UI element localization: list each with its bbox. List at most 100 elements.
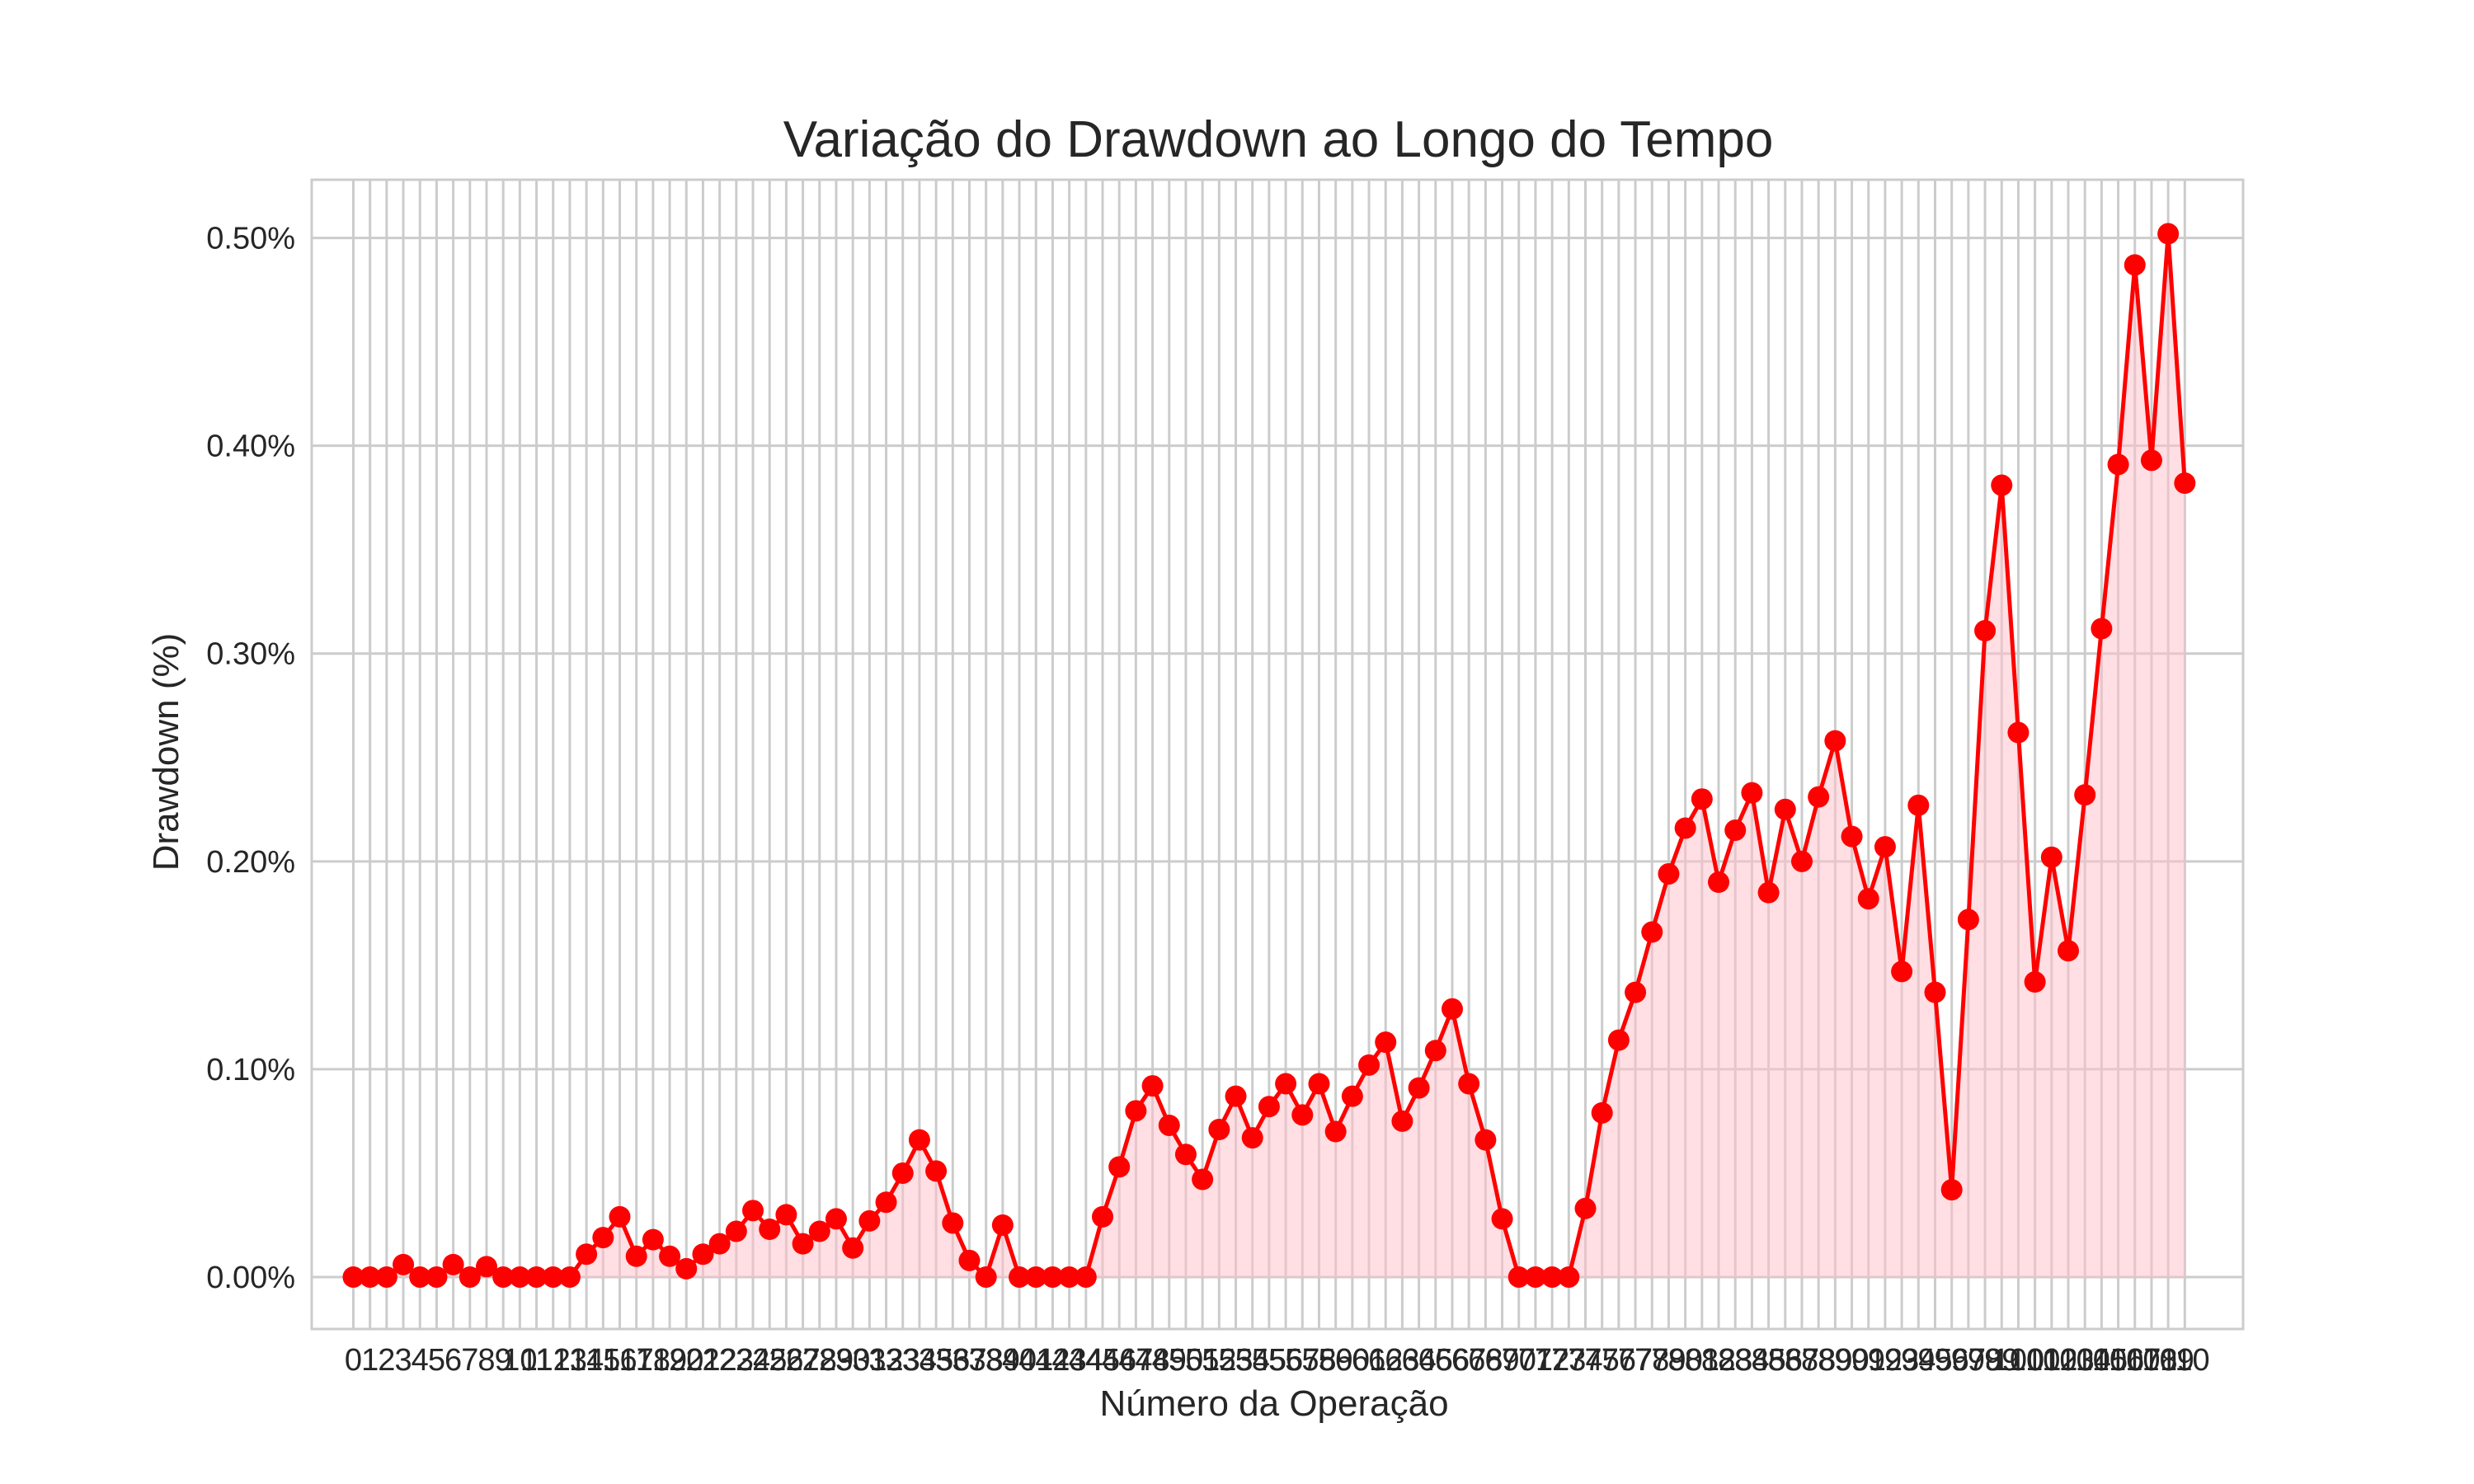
x-tick-label: 67 [1451,1343,1486,1378]
x-tick-label: 75 [1585,1343,1620,1378]
data-point [1324,1120,1347,1143]
data-point [2074,784,2096,806]
data-point [1441,998,1463,1020]
x-tick-label: 80 [1668,1343,1703,1378]
data-point [475,1256,497,1278]
x-tick-label: 50 [1169,1343,1203,1378]
x-tick-label: 58 [1301,1343,1336,1378]
data-point [1708,871,1730,894]
x-tick-label: 110 [2160,1343,2210,1378]
data-point [1774,798,1796,820]
y-tick-labels: 0.00% 0.10% 0.20% 0.30% 0.40% 0.50% [206,222,295,1295]
x-tick-label: 40 [1002,1343,1037,1378]
data-point [642,1228,664,1251]
x-tick-label: 91 [1851,1343,1886,1378]
x-tick-label: 71 [1518,1343,1553,1378]
data-point [2157,223,2180,245]
x-axis-label: Número da Operação [1099,1383,1448,1424]
data-point [1491,1208,1513,1230]
x-tick-label: 105 [2076,1343,2128,1378]
data-point [1458,1073,1480,1095]
x-tick-label: 38 [969,1343,1004,1378]
data-point [1974,620,1997,642]
x-tick-label: 90 [1834,1343,1869,1378]
x-tick-label: 22 [703,1343,737,1378]
x-tick-label: 44 [1069,1343,1103,1378]
y-tick-label: 0.20% [206,845,295,880]
data-point [459,1266,481,1288]
x-tick-label: 3 [394,1343,412,1378]
data-point [1524,1266,1546,1288]
x-tick-label: 93 [1884,1343,1919,1378]
x-tick-label: 23 [719,1343,754,1378]
data-point [1208,1119,1230,1141]
x-tick-label: 42 [1035,1343,1070,1378]
chart-title: Variação do Drawdown ao Longo do Tempo [783,111,1774,168]
data-point [1192,1168,1214,1190]
data-point [1891,960,1913,983]
x-tick-label: 0 [345,1343,362,1378]
data-point [975,1266,997,1288]
data-point [1391,1110,1413,1132]
data-point [1375,1031,1397,1054]
data-point [1092,1205,1114,1228]
data-point [1291,1104,1314,1126]
y-tick-label: 0.00% [206,1261,295,1295]
x-tick-label: 52 [1202,1343,1236,1378]
x-tick-label: 102 [2025,1343,2077,1378]
data-point [1125,1100,1147,1122]
x-tick-label: 4 [412,1343,429,1378]
data-point [1591,1101,1613,1124]
data-point [1991,474,2013,496]
x-tick-label: 66 [1435,1343,1470,1378]
x-tick-label: 62 [1368,1343,1403,1378]
data-point [1541,1266,1564,1288]
x-tick-label: 45 [1085,1343,1120,1378]
x-tick-label: 51 [1185,1343,1220,1378]
x-tick-label: 31 [852,1343,887,1378]
data-point [2007,721,2030,744]
data-point [659,1245,681,1267]
data-point [1225,1085,1247,1107]
x-tick-label: 98 [1968,1343,2002,1378]
x-tick-label: 99 [1984,1343,2019,1378]
x-tick-label: 29 [819,1343,854,1378]
data-point [375,1266,397,1288]
data-point [1741,782,1763,804]
x-tick-label: 86 [1768,1343,1803,1378]
y-axis-label: Drawdown (%) [146,633,186,871]
data-point [492,1266,515,1288]
x-tick-label: 21 [685,1343,720,1378]
data-point [2040,846,2062,868]
x-tick-label: 48 [1135,1343,1169,1378]
x-tick-label: 88 [1801,1343,1836,1378]
x-tick-label: 10 [502,1343,537,1378]
x-tick-label: 11 [520,1343,553,1378]
x-tick-label: 16 [602,1343,637,1378]
y-tick-label: 0.30% [206,637,295,672]
data-point [1691,788,1713,810]
data-point [542,1266,564,1288]
x-tick-label: 97 [1951,1343,1986,1378]
data-point [1641,921,1663,943]
x-tick-label: 100 [1992,1343,2044,1378]
x-tick-label: 89 [1818,1343,1852,1378]
x-tick-label: 61 [1352,1343,1386,1378]
data-point [409,1266,431,1288]
data-point [1790,850,1813,872]
data-points [342,223,2196,1288]
x-tick-label: 103 [2042,1343,2094,1378]
x-tick-label: 68 [1468,1343,1503,1378]
data-point [2140,449,2162,472]
x-tick-label: 24 [736,1343,770,1378]
x-tick-label: 64 [1401,1343,1436,1378]
data-point [792,1233,814,1255]
data-point [692,1243,714,1266]
x-tick-label: 20 [669,1343,703,1378]
x-tick-label: 53 [1218,1343,1253,1378]
data-point [1940,1179,1963,1201]
data-point [1957,909,1979,931]
x-tick-label: 76 [1602,1343,1636,1378]
x-tick-label: 34 [902,1343,937,1378]
data-point [1808,786,1830,808]
